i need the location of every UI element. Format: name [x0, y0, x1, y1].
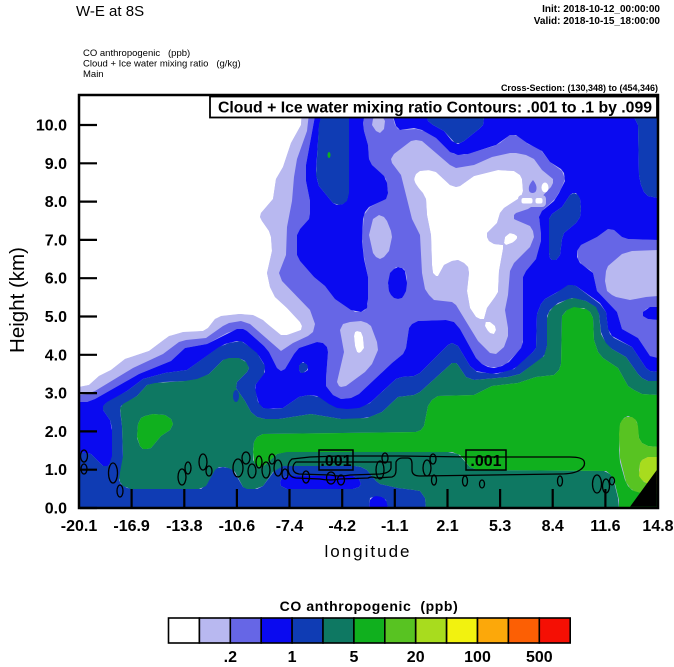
svg-text:8.0: 8.0	[45, 194, 67, 211]
svg-text:CO anthropogenic (ppb): CO anthropogenic (ppb)	[83, 48, 190, 59]
svg-text:5: 5	[349, 649, 358, 666]
svg-text:8.4: 8.4	[542, 518, 564, 535]
svg-text:CO anthropogenic (ppb): CO anthropogenic (ppb)	[280, 598, 459, 614]
svg-text:.001: .001	[320, 453, 351, 470]
svg-text:Init: 2018-10-12_00:00:00: Init: 2018-10-12_00:00:00	[542, 4, 660, 15]
svg-text:.2: .2	[224, 649, 237, 666]
svg-text:1: 1	[288, 649, 297, 666]
svg-text:-20.1: -20.1	[61, 518, 98, 535]
svg-text:500: 500	[526, 649, 553, 666]
svg-text:W-E at 8S: W-E at 8S	[76, 3, 144, 20]
svg-text:Height (km): Height (km)	[6, 247, 29, 353]
svg-text:7.0: 7.0	[45, 232, 67, 249]
svg-text:14.8: 14.8	[642, 518, 673, 535]
svg-text:20: 20	[407, 649, 425, 666]
svg-text:2.0: 2.0	[45, 424, 67, 441]
svg-text:5.3: 5.3	[489, 518, 511, 535]
svg-text:-7.4: -7.4	[276, 518, 304, 535]
svg-text:11.6: 11.6	[590, 518, 620, 535]
svg-text:10.0: 10.0	[36, 118, 67, 135]
svg-text:1.0: 1.0	[45, 462, 67, 479]
svg-text:3.0: 3.0	[45, 386, 67, 403]
svg-text:0.0: 0.0	[45, 501, 67, 518]
svg-text:Main: Main	[83, 69, 104, 80]
svg-text:-16.9: -16.9	[113, 518, 150, 535]
svg-text:-13.8: -13.8	[166, 518, 203, 535]
svg-text:Cloud + Ice water mixing ratio: Cloud + Ice water mixing ratio (g/kg)	[83, 59, 241, 70]
svg-text:100: 100	[464, 649, 491, 666]
svg-text:-10.6: -10.6	[219, 518, 256, 535]
svg-text:Cross-Section: (130,348) to (4: Cross-Section: (130,348) to (454,346)	[501, 83, 658, 93]
svg-text:6.0: 6.0	[45, 271, 67, 288]
svg-text:4.0: 4.0	[45, 347, 67, 364]
svg-text:9.0: 9.0	[45, 156, 67, 173]
svg-text:.001: .001	[470, 453, 501, 470]
svg-text:Cloud + Ice water mixing ratio: Cloud + Ice water mixing ratio Contours:…	[218, 100, 652, 117]
svg-text:5.0: 5.0	[45, 309, 67, 326]
svg-text:-1.1: -1.1	[381, 518, 409, 535]
svg-text:Valid: 2018-10-15_18:00:00: Valid: 2018-10-15_18:00:00	[534, 16, 661, 27]
svg-text:-4.2: -4.2	[328, 518, 356, 535]
svg-text:2.1: 2.1	[436, 518, 458, 535]
svg-text:longitude: longitude	[324, 542, 411, 561]
